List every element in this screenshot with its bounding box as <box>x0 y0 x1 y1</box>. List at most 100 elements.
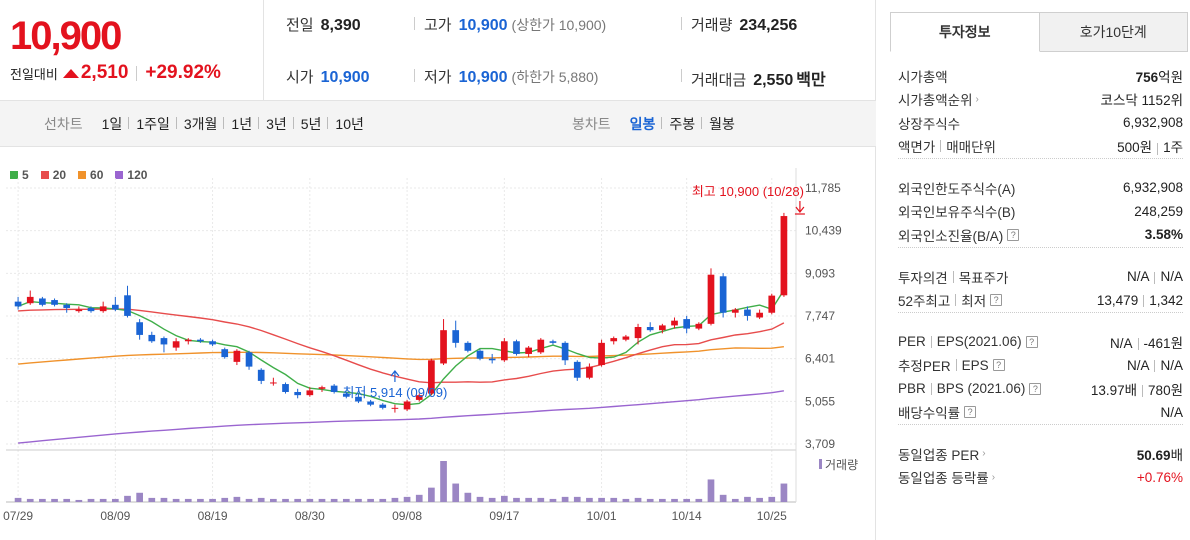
candle-body <box>330 385 338 392</box>
line-chart-periods: 선차트 1일 1주일 3개월 1년 3년 5년 10년 <box>44 101 371 147</box>
candle-daily[interactable]: 일봉 <box>629 116 656 132</box>
candle-weekly[interactable]: 주봉 <box>661 114 702 134</box>
volume-bar <box>756 497 763 502</box>
candle-body <box>768 295 776 313</box>
candle-body <box>488 358 496 361</box>
legend-swatch <box>40 171 49 179</box>
volume-bar <box>39 498 46 502</box>
info-row-market-cap-rank[interactable]: 시가총액순위 › 코스닥 1152위 <box>898 93 1183 109</box>
period-3m[interactable]: 3개월 <box>175 114 225 134</box>
tab-orderbook[interactable]: 호가10단계 <box>1039 12 1188 52</box>
stat-high: 고가 10,900 (상한가 10,900) <box>414 14 606 35</box>
info-row-market-cap: 시가총액 756억원 <box>898 69 1183 85</box>
candle-body <box>513 341 520 354</box>
candle-monthly[interactable]: 월봉 <box>701 114 742 134</box>
y-tick-label: 10,439 <box>805 224 842 238</box>
info-row-sector-change[interactable]: 동일업종 등락률 › +0.76% <box>898 469 1183 487</box>
volume-bar <box>75 499 83 502</box>
legend-ma60: 60 <box>78 168 103 182</box>
x-tick-label: 08/30 <box>295 509 325 523</box>
candle-body <box>756 312 763 318</box>
candle-body <box>549 341 557 343</box>
help-icon[interactable]: ? <box>964 406 977 419</box>
candle-body <box>744 309 751 316</box>
divider <box>930 335 932 348</box>
divider <box>136 65 138 81</box>
candle-body <box>731 309 739 313</box>
candle-body <box>26 296 34 304</box>
candle-body <box>136 322 143 335</box>
info-row-per-eps: PER EPS(2021.06)? N/A -461원 <box>898 334 1183 351</box>
volume-bar <box>355 498 362 502</box>
period-1y[interactable]: 1년 <box>223 114 259 134</box>
help-icon[interactable]: ? <box>990 294 1003 307</box>
tab-invest-info[interactable]: 투자정보 <box>890 12 1040 52</box>
volume-bar <box>500 495 508 502</box>
legend-ma5: 5 <box>10 168 29 182</box>
divider <box>1157 142 1159 155</box>
volume-bar <box>573 496 581 502</box>
divider <box>1137 338 1139 351</box>
divider <box>940 140 942 153</box>
info-group-sector: 동일업종 PER › 50.69배 동일업종 등락률 › +0.76% <box>898 442 1183 489</box>
volume-bar <box>209 498 216 502</box>
candle-body <box>14 301 22 307</box>
volume-bar <box>549 498 557 502</box>
help-icon[interactable]: ? <box>1025 335 1038 348</box>
candle-body <box>257 369 265 381</box>
y-tick-label: 9,093 <box>805 266 835 280</box>
y-tick-label: 7,747 <box>805 309 835 323</box>
volume-bar <box>634 497 642 502</box>
divider <box>955 294 957 307</box>
candle-body <box>561 342 569 361</box>
period-10y[interactable]: 10년 <box>327 114 370 134</box>
ma60-line <box>18 346 784 365</box>
divider <box>1143 295 1145 308</box>
y-tick-label: 3,709 <box>805 437 835 451</box>
volume-bar <box>148 497 156 502</box>
help-icon[interactable]: ? <box>992 359 1005 372</box>
period-3y[interactable]: 3년 <box>258 114 294 134</box>
candle-body <box>294 391 302 396</box>
volume-bar <box>184 498 192 502</box>
candle-body <box>646 326 654 331</box>
volume-bar <box>415 494 423 502</box>
ma120-line <box>18 390 785 444</box>
candle-body <box>124 295 131 316</box>
side-panel: 투자정보 호가10단계 시가총액 756억원 시가총액순위 › 코스닥 1152위… <box>890 12 1190 540</box>
volume-bar <box>719 494 727 502</box>
volume-bar <box>111 498 119 502</box>
candle-body <box>671 320 678 326</box>
volume-bar <box>780 483 788 502</box>
period-1w[interactable]: 1주일 <box>128 114 177 134</box>
volume-bar <box>342 498 350 502</box>
help-icon[interactable]: ? <box>1007 228 1020 241</box>
info-row-foreign-ratio: 외국인소진율(B/A)? 3.58% <box>898 227 1183 244</box>
candle-body <box>537 339 545 353</box>
volume-bar <box>14 497 22 502</box>
volume-bar <box>306 498 314 502</box>
legend-ma20: 20 <box>40 168 66 182</box>
volume-bar <box>221 497 229 502</box>
candle-body <box>184 339 192 342</box>
info-group-valuation: PER EPS(2021.06)? N/A -461원 추정PER EPS? N/A N… <box>898 330 1183 425</box>
volume-bar <box>695 498 703 502</box>
high-arrow-icon <box>795 206 805 213</box>
volume-bar <box>586 497 593 502</box>
help-icon[interactable]: ? <box>1029 382 1042 395</box>
info-row-sector-per[interactable]: 동일업종 PER › 50.69배 <box>898 447 1183 463</box>
candle-body <box>780 216 788 296</box>
period-5y[interactable]: 5년 <box>292 114 329 134</box>
candle-chart-periods: 봉차트 일봉 주봉 월봉 <box>572 101 742 147</box>
candle-body <box>355 396 362 402</box>
candle-body <box>464 342 472 351</box>
volume-bar <box>233 496 241 502</box>
candle-body <box>270 382 277 384</box>
price-chart[interactable]: 11,785 10,439 9,093 7,747 6,401 5,055 3,709 07/… <box>0 150 876 540</box>
info-group-foreign: 외국인한도주식수(A) 6,932,908 외국인보유주식수(B) 248,25… <box>898 176 1183 248</box>
candle-body <box>51 300 58 305</box>
volume-bar <box>270 498 277 502</box>
period-1d[interactable]: 1일 <box>101 116 123 132</box>
volume-bar <box>245 498 253 502</box>
candle-body <box>282 384 289 392</box>
